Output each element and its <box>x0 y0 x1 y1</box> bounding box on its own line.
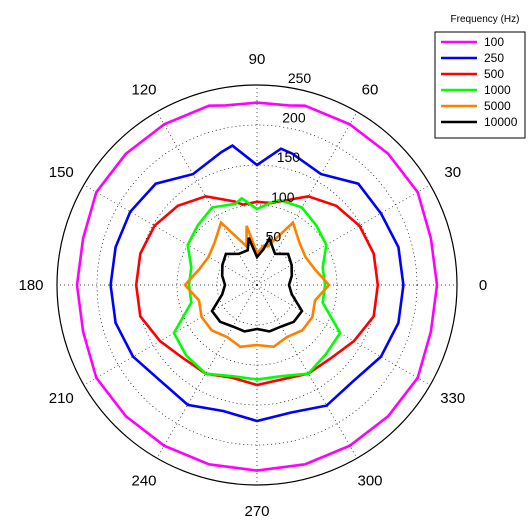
radial-tick-200: 200 <box>282 110 306 126</box>
axis-labels: 0 30 60 90 120 150 180 210 240 270 300 330 50 100 150 2… <box>18 51 487 520</box>
legend-title: Frequency (Hz) <box>451 14 520 25</box>
spoke-300 <box>256 284 358 459</box>
spoke-210 <box>83 284 258 386</box>
series-line-100 <box>75 101 439 472</box>
spoke-330 <box>256 284 431 386</box>
legend-label-100: 100 <box>484 35 504 49</box>
legend-box <box>434 31 526 139</box>
series-line-1000 <box>172 196 342 381</box>
angle-tick-90: 90 <box>249 51 266 68</box>
angle-tick-330: 330 <box>440 390 465 407</box>
angle-tick-300: 300 <box>357 473 382 490</box>
radial-tick-100: 100 <box>271 189 295 205</box>
legend-label-5000: 5000 <box>484 99 511 113</box>
angle-tick-210: 210 <box>49 390 74 407</box>
angle-tick-270: 270 <box>244 503 269 520</box>
legend-label-1000: 1000 <box>484 83 511 97</box>
angle-tick-180: 180 <box>18 277 43 294</box>
series-line-10000 <box>210 235 304 333</box>
spoke-150 <box>83 184 258 286</box>
angle-tick-60: 60 <box>362 81 379 98</box>
spoke-60 <box>256 111 358 286</box>
spoke-240 <box>156 284 258 459</box>
series-line-5000 <box>183 220 331 349</box>
legend-label-250: 250 <box>484 51 504 65</box>
series-line-250 <box>109 144 405 423</box>
angle-tick-0: 0 <box>479 277 487 294</box>
data-series <box>75 101 439 472</box>
polar-grid <box>56 84 458 486</box>
spoke-30 <box>256 184 431 286</box>
radial-tick-50: 50 <box>266 228 282 244</box>
spoke-120 <box>156 111 258 286</box>
angle-tick-240: 240 <box>131 473 156 490</box>
radial-tick-150: 150 <box>277 149 301 165</box>
angle-tick-30: 30 <box>444 164 461 181</box>
angle-tick-120: 120 <box>131 81 156 98</box>
legend-label-10000: 10000 <box>484 115 518 129</box>
angle-tick-150: 150 <box>49 164 74 181</box>
legend-label-500: 500 <box>484 67 504 81</box>
outer-circle <box>56 84 458 486</box>
legend: Frequency (Hz) 100 250 500 1000 5000 10000 <box>434 14 526 139</box>
radial-tick-250: 250 <box>288 70 312 86</box>
